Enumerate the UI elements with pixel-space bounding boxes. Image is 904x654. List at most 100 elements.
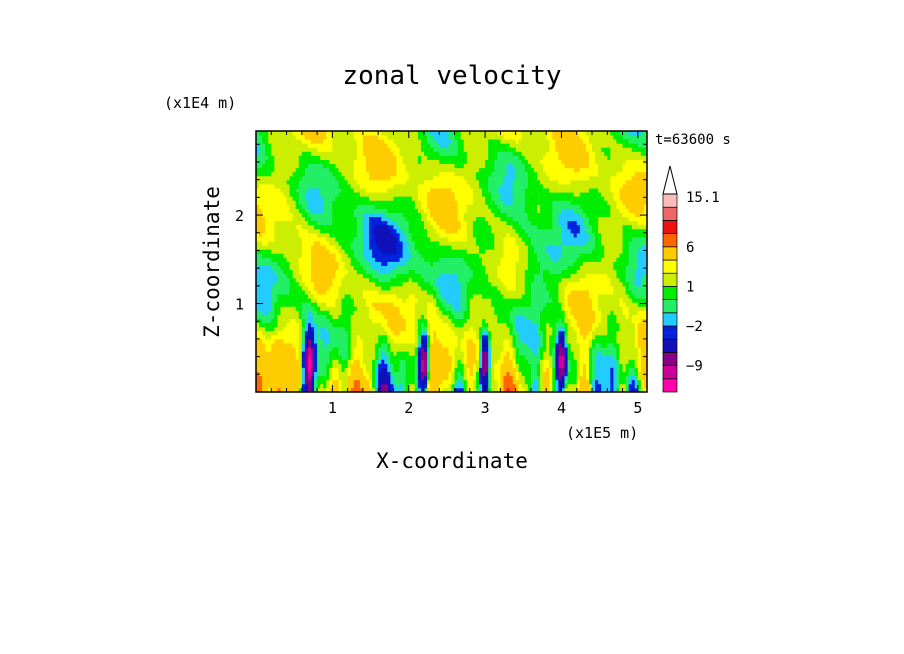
field-cell [402, 290, 407, 295]
field-cell [439, 290, 443, 295]
field-cell [640, 261, 645, 266]
field-cell [500, 375, 504, 381]
field-cell [454, 367, 458, 373]
field-cell [436, 326, 440, 332]
field-cell [335, 232, 339, 238]
field-cell [506, 367, 510, 373]
field-cell [622, 302, 627, 307]
field-cell [301, 375, 306, 381]
field-cell [378, 363, 382, 368]
field-cell [451, 322, 455, 328]
field-cell [338, 294, 342, 299]
field-cell [549, 277, 553, 283]
field-cell [488, 334, 492, 340]
field-cell [356, 232, 361, 238]
field-cell [445, 383, 449, 389]
field-cell [417, 322, 422, 328]
field-cell [259, 294, 263, 299]
field-cell [601, 322, 605, 328]
field-cell [530, 310, 535, 315]
field-cell [494, 383, 498, 389]
field-cell [640, 371, 645, 377]
field-cell [469, 359, 474, 364]
field-cell [640, 334, 645, 340]
field-cell [515, 383, 520, 389]
field-cell [436, 343, 440, 348]
field-cell [637, 314, 642, 319]
field-cell [314, 277, 318, 283]
field-cell [497, 363, 501, 368]
field-cell [643, 351, 648, 356]
field-cell [643, 306, 648, 311]
field-cell [393, 277, 397, 283]
field-cell [317, 257, 321, 262]
field-cell [503, 326, 507, 332]
field-cell [265, 387, 269, 393]
field-cell [533, 277, 538, 283]
field-cell [469, 314, 474, 319]
field-cell [637, 257, 642, 262]
field-cell [521, 232, 526, 238]
field-cell [527, 351, 532, 356]
field-cell [417, 379, 422, 385]
field-cell [356, 387, 361, 393]
field-cell [604, 257, 608, 262]
field-cell [381, 318, 385, 324]
field-cell [500, 265, 504, 271]
field-cell [320, 310, 324, 315]
time-label: t=63600 s [655, 132, 731, 148]
field-cell [310, 371, 315, 377]
field-cell [628, 265, 633, 271]
field-cell [540, 355, 544, 360]
field-cell [427, 351, 431, 356]
field-cell [396, 237, 400, 242]
field-cell [546, 322, 550, 328]
field-cell [567, 367, 572, 373]
field-cell [372, 261, 376, 266]
field-cell [381, 375, 385, 381]
field-cell [558, 261, 562, 266]
field-cell [598, 245, 602, 250]
field-cell [420, 334, 425, 340]
field-cell [338, 322, 342, 328]
field-cell [558, 318, 562, 324]
field-cell [295, 310, 300, 315]
field-cell [509, 355, 513, 360]
field-cell [448, 249, 452, 254]
field-cell [384, 261, 388, 266]
field-cell [408, 359, 413, 364]
field-cell [570, 302, 575, 307]
field-cell [485, 269, 489, 275]
field-cell [576, 273, 581, 279]
field-cell [362, 330, 367, 336]
field-cell [533, 383, 538, 389]
field-cell [301, 310, 306, 315]
field-cell [304, 265, 309, 271]
field-cell [497, 355, 501, 360]
field-cell [491, 351, 495, 356]
field-cell [613, 330, 617, 336]
field-cell [320, 343, 324, 348]
field-cell [365, 237, 370, 242]
field-cell [637, 298, 642, 303]
field-cell [527, 387, 532, 393]
field-cell [549, 371, 553, 377]
field-cell [497, 326, 501, 332]
field-cell [430, 343, 434, 348]
field-cell [457, 367, 462, 373]
field-cell [573, 343, 578, 348]
field-cell [460, 379, 465, 385]
field-cell [607, 310, 611, 315]
field-cell [530, 232, 535, 238]
field-cell [634, 253, 639, 258]
field-cell [347, 253, 352, 258]
field-cell [298, 249, 303, 254]
field-cell [619, 281, 623, 287]
field-cell [442, 379, 446, 385]
field-cell [433, 314, 437, 319]
field-cell [521, 371, 526, 377]
field-cell [344, 298, 349, 303]
field-cell [573, 306, 578, 311]
field-cell [524, 306, 529, 311]
field-cell [485, 237, 489, 242]
